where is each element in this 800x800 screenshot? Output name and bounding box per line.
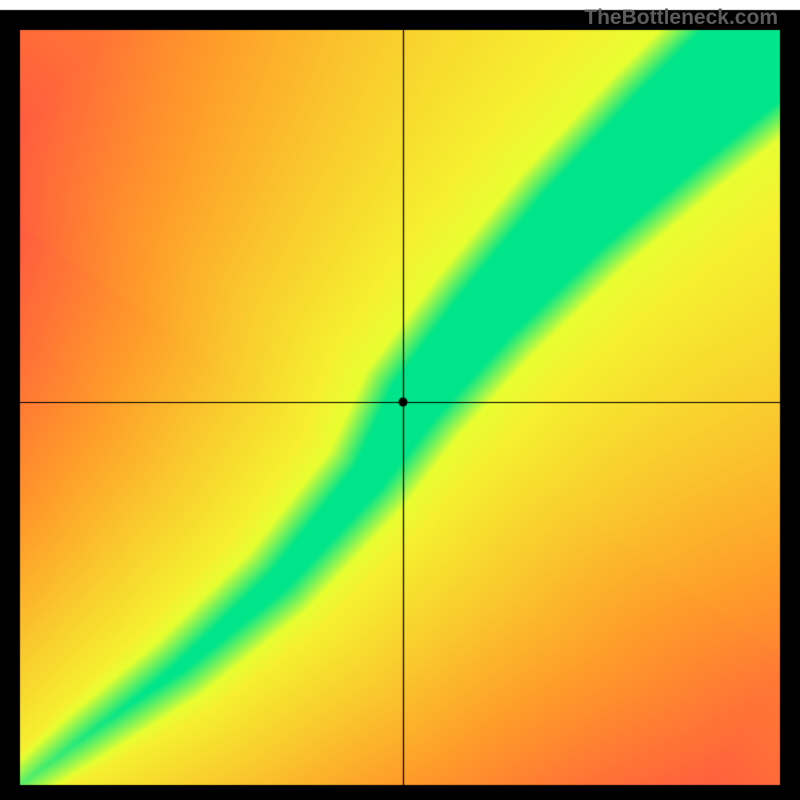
- watermark-text: TheBottleneck.com: [584, 6, 778, 30]
- heatmap-canvas: [0, 0, 800, 800]
- chart-container: TheBottleneck.com: [0, 0, 800, 800]
